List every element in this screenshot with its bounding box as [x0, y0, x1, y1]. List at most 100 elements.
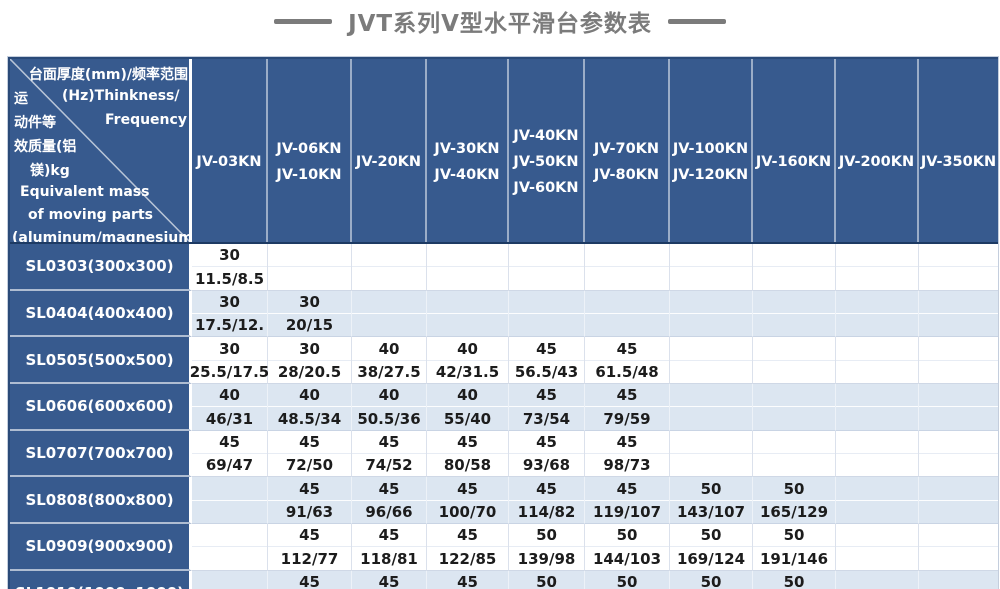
frequency-value [427, 267, 508, 289]
data-cell [919, 337, 998, 385]
thickness-value: 30 [192, 337, 267, 361]
data-cell: 50 169/124 [670, 524, 753, 571]
data-cell [836, 290, 919, 338]
data-cell [670, 244, 753, 291]
frequency-value [192, 547, 267, 569]
thickness-value: 40 [427, 384, 508, 408]
data-cell: 30 28/20.5 [268, 337, 352, 385]
data-cell [670, 290, 753, 338]
frequency-value: 50.5/36 [357, 409, 421, 428]
thickness-value: 50 [585, 571, 669, 589]
thickness-value: 50 [670, 524, 752, 548]
frequency-value: 38/27.5 [357, 362, 421, 381]
column-header-label: JV-350KN [920, 153, 997, 170]
thickness-value [836, 431, 918, 455]
column-header-label: JV-80KN [593, 166, 660, 183]
frequency-value [919, 407, 998, 429]
frequency-value [427, 314, 508, 336]
thickness-value: 40 [352, 337, 426, 361]
thickness-value: 45 [509, 477, 584, 501]
data-cell: 50 144/103 [585, 524, 670, 571]
data-cell: 45 [352, 570, 427, 589]
frequency-value: 28/20.5 [277, 362, 342, 381]
data-cell: 40 38/27.5 [352, 337, 427, 385]
column-header-label: JV-20KN [355, 153, 422, 170]
data-cell: 45 56.5/43 [509, 337, 585, 385]
column-header-label: JV-160KN [755, 153, 832, 170]
column-header-label: JV-10KN [276, 166, 342, 183]
column-header-label: JV-60KN [513, 179, 579, 196]
thickness-value: 45 [509, 431, 584, 455]
frequency-value: 73/54 [522, 409, 571, 428]
thickness-value [509, 244, 584, 268]
table-row: SL0303(300x300) 30 11.5/8.5 [10, 244, 998, 291]
thickness-value [919, 571, 998, 589]
table-row: SL0707(700x700) 45 69/47 45 72/50 45 74/52 45 80… [10, 430, 998, 478]
frequency-value: 118/81 [360, 549, 418, 568]
data-cell: 50 [670, 570, 753, 589]
table-row: SL0606(600x600) 40 46/31 40 48.5/34 40 50.5/36… [10, 384, 998, 431]
data-cell: 30 25.5/17.5 [190, 337, 269, 385]
frequency-value: 165/129 [759, 502, 829, 521]
thickness-value: 45 [268, 524, 351, 548]
row-header: SL0909(900x900) [10, 524, 192, 571]
data-cell [192, 570, 268, 589]
column-header: JV-03KN [192, 59, 268, 242]
page-title-bar: JVT系列V型水平滑台参数表 [0, 0, 1000, 42]
parameter-table: 台面厚度(mm)/频率范围 运 (Hz)Thinkness/ 动件等 Frequ… [8, 57, 998, 589]
frequency-value [509, 314, 584, 336]
thickness-value: 50 [509, 524, 584, 548]
data-cell: 40 46/31 [192, 384, 268, 431]
thickness-value: 45 [585, 384, 669, 408]
column-header: JV-100KN JV-120KN [670, 59, 753, 242]
thickness-value: 50 [509, 571, 584, 589]
data-cell: 45 91/63 [268, 477, 352, 525]
column-header: JV-70KN JV-80KN [585, 59, 670, 242]
data-cell: 45 [427, 570, 509, 589]
frequency-value: 20/15 [285, 316, 334, 335]
frequency-value [919, 547, 998, 569]
data-cell: 50 143/107 [670, 477, 753, 525]
data-cell: 45 96/66 [352, 477, 427, 525]
column-header: JV-30KN JV-40KN [427, 59, 509, 242]
frequency-value: 69/47 [205, 456, 254, 475]
column-header-label: JV-100KN [672, 140, 749, 157]
data-cell: 45 98/73 [585, 430, 670, 478]
frequency-value: 191/146 [759, 549, 829, 568]
data-cell [836, 524, 919, 571]
thickness-value [919, 431, 998, 455]
thickness-value [352, 291, 426, 315]
thickness-value [192, 571, 267, 589]
thickness-value: 45 [352, 431, 426, 455]
frequency-value [836, 407, 918, 429]
thickness-value: 50 [753, 571, 835, 589]
frequency-value: 11.5/8.5 [194, 269, 265, 288]
table-body: SL0303(300x300) 30 11.5/8.5 SL0404(400x400)… [10, 244, 998, 589]
data-cell: 30 20/15 [268, 290, 352, 338]
thickness-value [192, 477, 267, 501]
data-cell: 50 [509, 570, 585, 589]
thickness-value [509, 291, 584, 315]
frequency-value [919, 361, 998, 383]
page-title: JVT系列V型水平滑台参数表 [348, 11, 652, 37]
thickness-value [836, 244, 918, 268]
thickness-value: 45 [427, 524, 508, 548]
thickness-value: 45 [352, 477, 426, 501]
frequency-value [753, 454, 835, 476]
corner-top-en-label-2: Frequency [105, 112, 187, 128]
data-cell [919, 570, 998, 589]
thickness-value: 45 [427, 431, 508, 455]
column-header-label: JV-70KN [593, 140, 660, 157]
thickness-value [753, 291, 835, 315]
frequency-value: 61.5/48 [595, 362, 659, 381]
frequency-value: 98/73 [603, 456, 651, 475]
data-cell [836, 244, 919, 291]
thickness-value [352, 244, 426, 268]
data-cell [509, 290, 585, 338]
thickness-value [836, 571, 918, 589]
row-header: SL0404(400x400) [10, 290, 192, 338]
frequency-value: 122/85 [438, 549, 497, 568]
frequency-value [352, 267, 426, 289]
thickness-value [427, 291, 508, 315]
